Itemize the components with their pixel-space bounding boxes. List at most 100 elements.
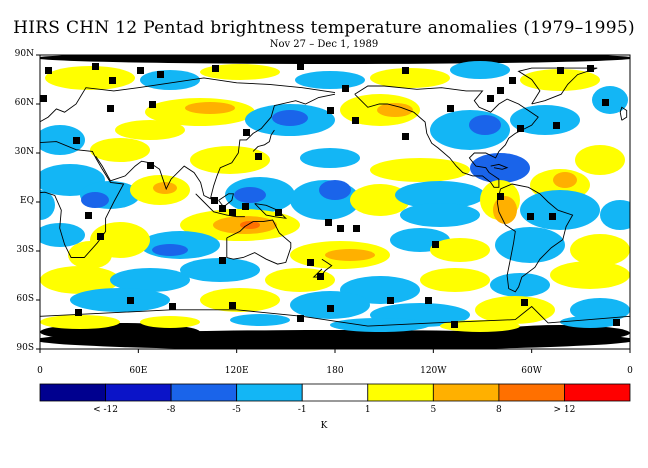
anomaly-region bbox=[200, 288, 280, 312]
lon-label: 0 bbox=[627, 366, 633, 376]
missing-data-box bbox=[602, 99, 609, 106]
anomaly-region bbox=[592, 86, 628, 114]
missing-data-box bbox=[402, 133, 409, 140]
anomaly-region bbox=[68, 241, 112, 269]
anomaly-region bbox=[490, 273, 550, 297]
lat-label: 60S bbox=[16, 294, 34, 304]
missing-data-box bbox=[97, 233, 104, 240]
missing-data-box bbox=[127, 297, 134, 304]
lon-label: 0 bbox=[37, 366, 43, 376]
anomaly-region bbox=[560, 316, 620, 328]
colorbar-label: -1 bbox=[297, 405, 307, 415]
anomaly-region bbox=[325, 249, 375, 261]
colorbar-swatch bbox=[367, 383, 434, 402]
anomaly-region bbox=[370, 158, 470, 182]
missing-data-box bbox=[85, 212, 92, 219]
anomaly-region bbox=[234, 187, 266, 203]
anomaly-region bbox=[420, 268, 490, 292]
missing-data-box bbox=[137, 67, 144, 74]
lat-label: EQ bbox=[20, 196, 34, 206]
missing-data-box bbox=[243, 129, 250, 136]
lat-label: 90N bbox=[14, 49, 34, 59]
lat-label: 90S bbox=[16, 343, 34, 353]
chart-title: HIRS CHN 12 Pentad brightness temperatur… bbox=[13, 18, 635, 38]
coastline bbox=[312, 258, 333, 278]
missing-data-box bbox=[517, 125, 524, 132]
missing-data-box bbox=[527, 213, 534, 220]
coastline bbox=[40, 77, 336, 123]
colorbar-swatch bbox=[105, 383, 172, 402]
anomaly-region bbox=[330, 318, 430, 332]
colorbar-label: 1 bbox=[364, 405, 371, 415]
lon-label: 60W bbox=[521, 366, 542, 376]
coastline bbox=[517, 67, 598, 105]
anomaly-region bbox=[140, 316, 200, 328]
missing-data-box bbox=[451, 321, 458, 328]
anomaly-region bbox=[490, 325, 630, 341]
anomaly-region bbox=[475, 296, 555, 324]
anomaly-region bbox=[81, 192, 109, 208]
anomaly-region bbox=[430, 238, 490, 262]
coastline bbox=[496, 183, 574, 293]
coastline bbox=[40, 305, 630, 327]
coastline bbox=[226, 219, 292, 265]
anomaly-region bbox=[570, 234, 630, 266]
colorbar-swatch bbox=[498, 383, 565, 402]
missing-data-box bbox=[297, 315, 304, 322]
missing-data-box bbox=[297, 63, 304, 70]
missing-data-box bbox=[92, 63, 99, 70]
map-frame bbox=[39, 54, 631, 350]
lat-label: 30N bbox=[14, 147, 34, 157]
anomaly-region bbox=[40, 55, 630, 64]
missing-data-box bbox=[109, 77, 116, 84]
missing-data-box bbox=[219, 205, 226, 212]
anomaly-region bbox=[115, 120, 185, 140]
missing-data-box bbox=[275, 209, 282, 216]
missing-data-box bbox=[487, 95, 494, 102]
missing-data-box bbox=[497, 193, 504, 200]
missing-data-box bbox=[73, 137, 80, 144]
missing-data-box bbox=[149, 101, 156, 108]
missing-data-box bbox=[242, 203, 249, 210]
missing-data-box bbox=[229, 209, 236, 216]
coastline bbox=[218, 193, 234, 208]
anomaly-region bbox=[520, 69, 600, 91]
anomaly-region bbox=[469, 115, 501, 135]
colorbar-swatch bbox=[236, 383, 303, 402]
anomaly-region bbox=[40, 223, 85, 247]
missing-data-box bbox=[613, 319, 620, 326]
anomaly-region bbox=[520, 190, 600, 230]
coastline bbox=[252, 129, 275, 152]
colorbar-unit: K bbox=[320, 421, 328, 431]
coastline bbox=[254, 203, 288, 219]
missing-data-box bbox=[337, 225, 344, 232]
coastline bbox=[195, 193, 245, 218]
missing-data-box bbox=[497, 87, 504, 94]
lon-label: 120E bbox=[224, 366, 249, 376]
anomaly-region bbox=[450, 61, 510, 79]
coastline bbox=[40, 141, 125, 258]
missing-data-box bbox=[75, 309, 82, 316]
colorbar-swatch bbox=[432, 383, 500, 402]
anomaly-region bbox=[300, 148, 360, 168]
anomaly-region bbox=[440, 320, 520, 332]
coastlines bbox=[40, 67, 630, 327]
missing-data-box bbox=[509, 77, 516, 84]
anomaly-field bbox=[40, 55, 630, 349]
missing-data-box bbox=[325, 219, 332, 226]
lat-label: 30S bbox=[16, 245, 34, 255]
colorbar-label: -8 bbox=[166, 405, 176, 415]
missing-data-box bbox=[327, 107, 334, 114]
missing-data-box bbox=[402, 67, 409, 74]
missing-data-box bbox=[107, 105, 114, 112]
colorbar-swatch bbox=[301, 383, 369, 402]
colorbar-label: < -12 bbox=[93, 405, 118, 415]
anomaly-region bbox=[400, 203, 480, 227]
anomaly-region bbox=[370, 68, 450, 88]
anomaly-region bbox=[600, 200, 630, 230]
missing-data-box bbox=[553, 122, 560, 129]
anomaly-region bbox=[40, 125, 85, 155]
lon-label: 60E bbox=[129, 366, 148, 376]
anomaly-region bbox=[153, 182, 177, 194]
missing-data-box bbox=[557, 67, 564, 74]
